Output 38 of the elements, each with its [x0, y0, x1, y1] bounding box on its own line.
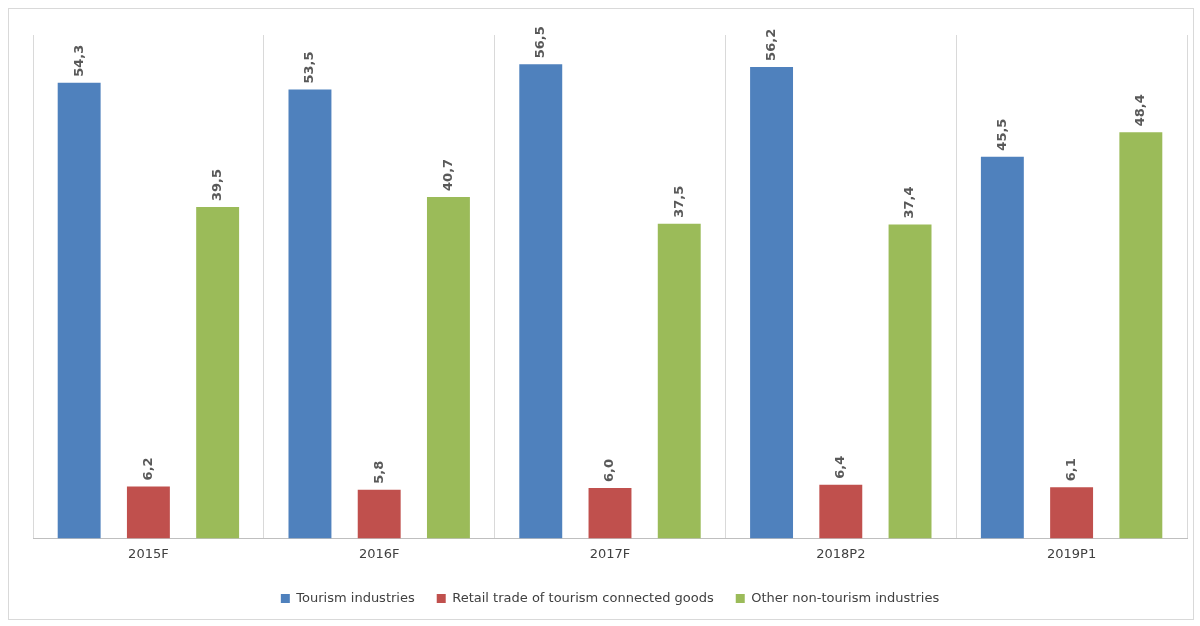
legend-label: Other non-tourism industries	[751, 589, 940, 605]
data-label: 53,5	[301, 51, 317, 84]
data-label: 6,2	[139, 457, 155, 481]
data-label: 39,5	[209, 168, 225, 201]
x-tick-label: 2019P1	[1047, 545, 1097, 561]
legend-label: Tourism industries	[295, 589, 415, 605]
data-label: 54,3	[70, 44, 86, 77]
data-label: 5,8	[370, 460, 386, 484]
bar	[196, 207, 240, 539]
bar	[888, 224, 932, 539]
legend-label: Retail trade of tourism connected goods	[452, 589, 714, 605]
data-label: 40,7	[439, 158, 455, 191]
bar	[980, 156, 1024, 539]
data-label: 37,5	[670, 185, 686, 218]
bar	[657, 223, 701, 539]
bar	[1119, 132, 1163, 539]
data-label: 6,4	[832, 455, 848, 479]
x-tick-label: 2016F	[358, 545, 400, 561]
bar	[126, 486, 170, 539]
data-label: 56,5	[532, 26, 548, 59]
bar	[750, 66, 794, 539]
data-label: 37,4	[901, 186, 917, 219]
bar	[1050, 487, 1094, 539]
bar	[588, 488, 632, 539]
data-label: 56,2	[762, 28, 778, 61]
data-label: 6,1	[1062, 458, 1078, 482]
x-tick-label: 2018P2	[816, 545, 866, 561]
bar	[819, 484, 863, 539]
bar	[519, 64, 563, 539]
data-label: 48,4	[1132, 94, 1148, 127]
data-label: 45,5	[993, 118, 1009, 151]
bar	[288, 89, 332, 539]
bar	[426, 196, 470, 539]
data-label: 6,0	[601, 459, 617, 483]
x-tick-label: 2017F	[589, 545, 631, 561]
bar	[357, 489, 401, 539]
bar	[57, 82, 101, 539]
x-tick-label: 2015F	[128, 545, 169, 561]
